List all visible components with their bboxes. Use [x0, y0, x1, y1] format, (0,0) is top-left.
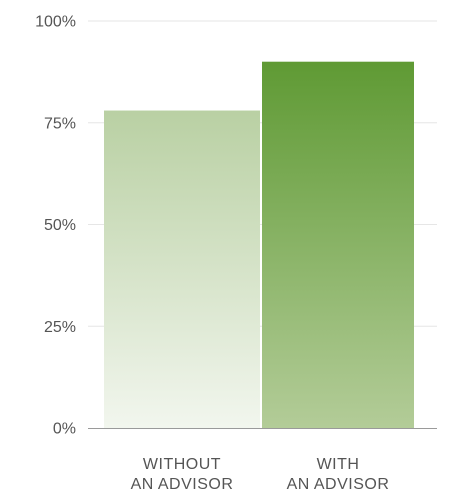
- x-category-label: WITH AN ADVISOR: [287, 456, 390, 493]
- y-tick-label: 100%: [35, 14, 76, 31]
- x-category-label-line: WITH: [317, 456, 360, 473]
- labels: 0% 25% 50% 75% 100% WITHOUT AN ADVISOR WITH AN A…: [35, 14, 389, 493]
- y-tick-label: 50%: [44, 217, 76, 234]
- x-category-label-line: WITHOUT: [143, 456, 221, 473]
- y-tick-label: 75%: [44, 115, 76, 132]
- x-category-label: WITHOUT AN ADVISOR: [131, 456, 234, 493]
- bar: [104, 110, 260, 428]
- bar: [262, 61, 414, 428]
- bars: [104, 61, 414, 428]
- y-tick-label: 25%: [44, 319, 76, 336]
- x-category-label-line: AN ADVISOR: [131, 476, 234, 493]
- y-tick-label: 0%: [53, 421, 76, 438]
- x-category-label-line: AN ADVISOR: [287, 476, 390, 493]
